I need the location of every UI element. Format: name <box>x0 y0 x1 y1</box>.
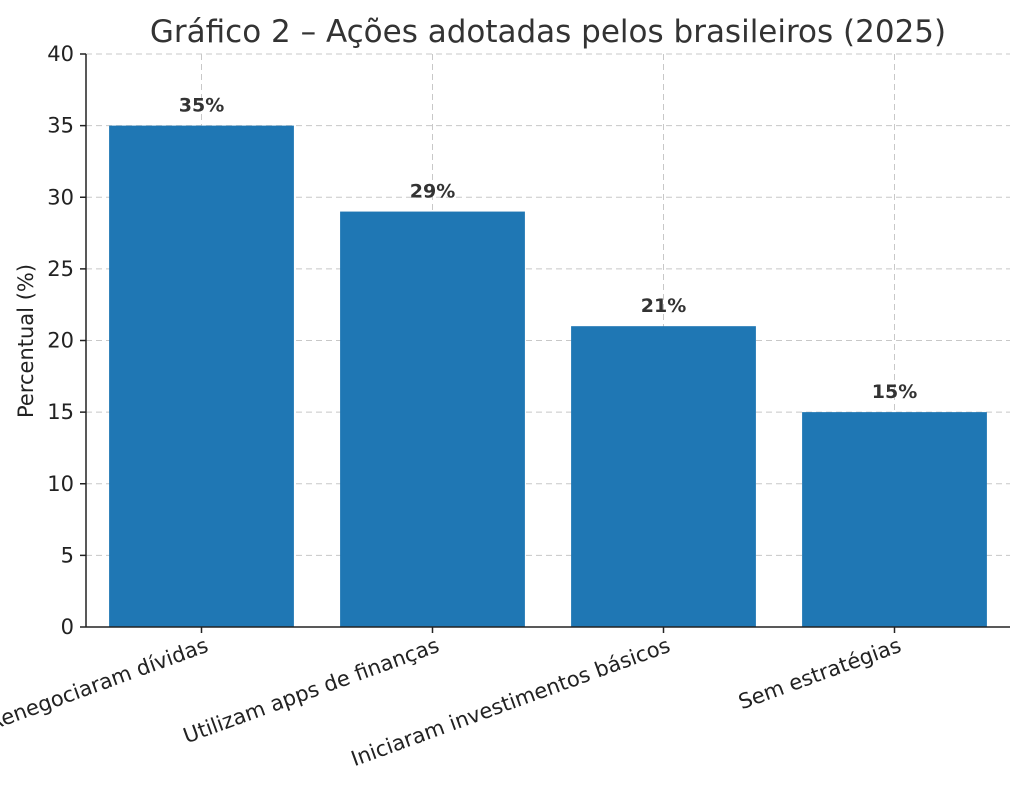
y-tick-label: 35 <box>47 114 74 138</box>
x-tick-label: Renegociaram dívidas <box>0 633 211 735</box>
bar-value-label: 21% <box>641 295 686 317</box>
bar <box>802 412 987 627</box>
chart-title: Gráfico 2 – Ações adotadas pelos brasile… <box>150 14 946 50</box>
bar-value-label: 29% <box>410 181 455 203</box>
y-tick-label: 5 <box>61 543 74 567</box>
y-tick-label: 15 <box>47 400 74 424</box>
y-tick-label: 20 <box>47 329 74 353</box>
bar-value-label: 15% <box>872 381 917 403</box>
y-tick-label: 10 <box>47 472 74 496</box>
y-axis-label: Percentual (%) <box>14 264 38 418</box>
bar <box>571 326 756 627</box>
bar <box>340 211 525 627</box>
y-tick-label: 30 <box>47 185 74 209</box>
y-tick-label: 40 <box>47 42 74 66</box>
bars <box>109 125 987 627</box>
bar-value-label: 35% <box>179 95 224 117</box>
y-tick-label: 25 <box>47 257 74 281</box>
x-tick-label: Sem estratégias <box>735 633 904 714</box>
axes <box>80 53 1010 633</box>
y-tick-label: 0 <box>61 615 74 639</box>
bar <box>109 125 294 627</box>
